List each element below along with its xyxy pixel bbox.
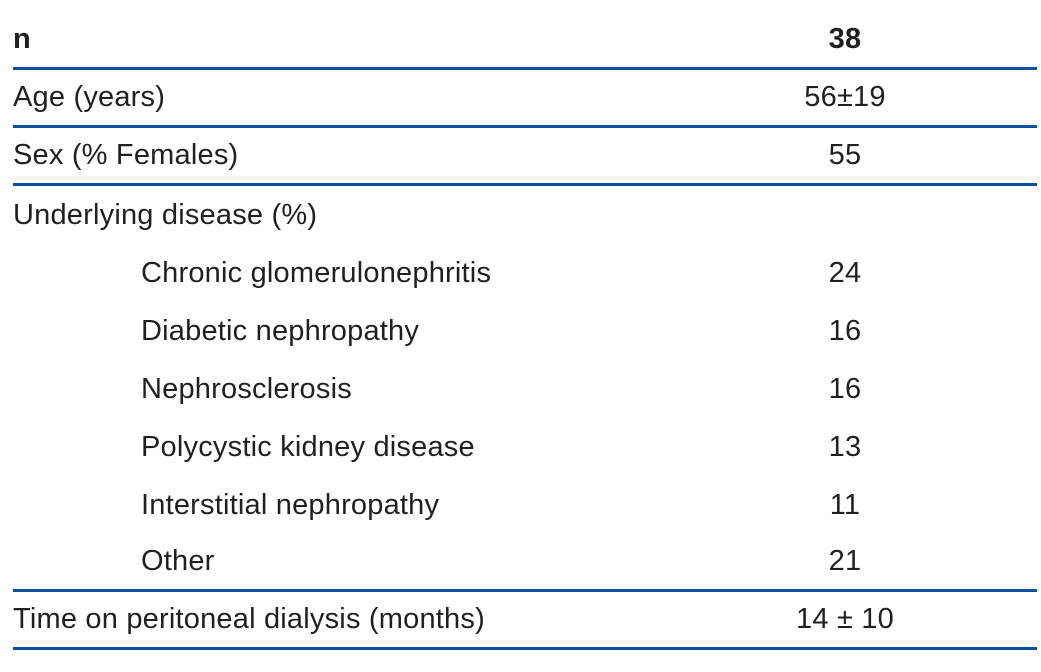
row-label: Chronic glomerulonephritis <box>141 256 492 289</box>
table-row: Chronic glomerulonephritis 24 <box>13 244 1037 302</box>
row-value: 56±19 <box>804 81 886 113</box>
table-row: Age (years) 56±19 <box>13 70 1037 128</box>
row-label: Underlying disease (%) <box>13 198 318 231</box>
table-row: Underlying disease (%) <box>13 186 1037 244</box>
row-label: Interstitial nephropathy <box>141 488 440 521</box>
table-row: Nephrosclerosis 16 <box>13 360 1037 418</box>
row-value: 13 <box>828 430 862 463</box>
table-row: Time on peritoneal dialysis (months) 14 … <box>13 592 1037 650</box>
row-label: n <box>13 23 31 55</box>
table-row: Diabetic nephropathy 16 <box>13 302 1037 360</box>
row-label: Time on peritoneal dialysis (months) <box>13 603 485 635</box>
row-label: Polycystic kidney disease <box>141 430 475 463</box>
row-value: 24 <box>828 256 862 289</box>
row-value: 16 <box>828 372 862 405</box>
row-value: 14 ± 10 <box>796 603 894 635</box>
table-row: Sex (% Females) 55 <box>13 128 1037 186</box>
row-label: Sex (% Females) <box>13 139 239 171</box>
table-row: Other 21 <box>13 534 1037 592</box>
row-value: 16 <box>828 314 862 347</box>
row-value: 55 <box>828 139 862 171</box>
table-row: Polycystic kidney disease 13 <box>13 418 1037 476</box>
row-label: Nephrosclerosis <box>141 372 352 405</box>
table-row: n 38 <box>13 12 1037 70</box>
row-value: 21 <box>828 545 862 577</box>
patient-characteristics-table: n 38 Age (years) 56±19 Sex (% Females) 5… <box>13 12 1037 650</box>
table-row: Interstitial nephropathy 11 <box>13 476 1037 534</box>
row-label: Diabetic nephropathy <box>141 314 420 347</box>
row-value: 38 <box>828 23 862 55</box>
row-label: Age (years) <box>13 81 166 113</box>
row-value: 11 <box>829 488 861 521</box>
row-label: Other <box>141 545 215 577</box>
